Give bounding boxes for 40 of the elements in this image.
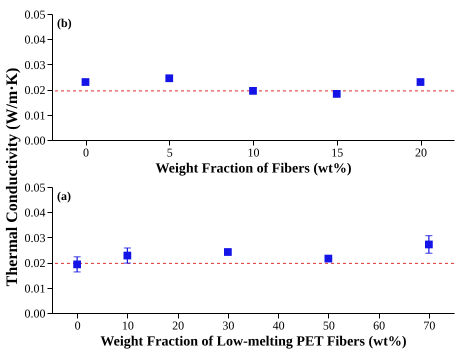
x-tick-label: 15 <box>331 146 344 160</box>
y-tick-label: 0.04 <box>24 206 46 220</box>
point <box>425 240 433 248</box>
y-tick-label: 0.00 <box>24 306 46 320</box>
point <box>73 260 81 268</box>
x-tick-label: 60 <box>373 318 386 332</box>
y-axis-title: Thermal Conductivity (W/m·K) <box>4 66 22 288</box>
annotation: (b) <box>57 16 72 30</box>
point <box>165 74 174 82</box>
point <box>124 252 132 260</box>
x-tick-label: 30 <box>222 318 234 332</box>
x-tick-label: 50 <box>322 318 335 332</box>
y-tick-label: 0.05 <box>24 8 46 22</box>
x-tick-label: 70 <box>423 318 436 332</box>
point <box>332 90 341 98</box>
x-tick-label: 10 <box>248 146 260 160</box>
x-axis-title: Weight Fraction of Low-melting PET Fibers (wt%) <box>100 334 407 350</box>
point <box>324 254 332 262</box>
x-axis-title: Weight Fraction of Fibers (wt%) <box>156 162 352 176</box>
x-tick-label: 10 <box>122 318 134 332</box>
y-tick-label: 0.05 <box>24 180 46 194</box>
annotation: (a) <box>57 189 71 203</box>
y-tick-label: 0.03 <box>24 58 46 72</box>
point <box>82 78 90 86</box>
y-tick-label: 0.01 <box>24 108 46 122</box>
point <box>416 78 424 86</box>
x-tick-label: 0 <box>83 146 89 160</box>
x-tick-label: 20 <box>172 318 184 332</box>
y-tick-label: 0.01 <box>24 281 46 296</box>
x-tick-label: 5 <box>166 146 173 160</box>
point <box>224 248 232 256</box>
y-tick-label: 0.03 <box>24 230 46 245</box>
x-tick-label: 40 <box>272 318 285 332</box>
y-tick-label: 0.00 <box>24 134 46 148</box>
x-tick-label: 20 <box>415 146 427 160</box>
y-tick-label: 0.02 <box>24 256 46 270</box>
x-tick-label: 0 <box>74 318 81 332</box>
y-tick-label: 0.04 <box>24 32 46 47</box>
y-tick-label: 0.02 <box>24 83 46 98</box>
point <box>249 86 257 95</box>
